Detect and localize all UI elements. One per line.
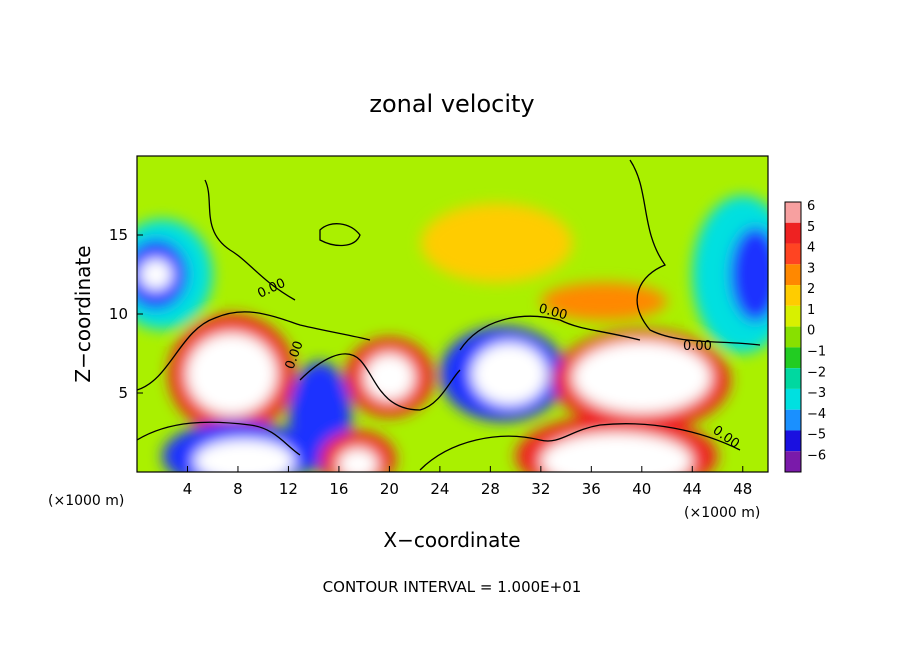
- colorbar-swatch-2: [785, 243, 801, 265]
- colorbar-tick-5: 1: [807, 303, 815, 318]
- colorbar-swatch-6: [785, 326, 801, 348]
- field-region-15: [572, 340, 712, 414]
- field-region-6: [540, 282, 668, 321]
- colorbar-tick-10: −4: [807, 407, 826, 422]
- colorbar-swatch-1: [785, 222, 801, 244]
- colorbar-tick-11: −5: [807, 428, 826, 443]
- colorbar-tick-1: 5: [807, 220, 815, 235]
- colorbar-tick-7: −1: [807, 345, 826, 360]
- colorbar-swatch-7: [785, 347, 801, 369]
- x-tick-label-0: 4: [183, 480, 193, 498]
- field-region-21: [540, 432, 693, 472]
- x-tick-label-3: 16: [329, 480, 348, 498]
- field-region-2: [139, 258, 173, 291]
- field-region-10: [364, 353, 415, 401]
- plot-area: [137, 156, 768, 472]
- x-tick-label-5: 24: [430, 480, 449, 498]
- x-tick-label-9: 40: [632, 480, 651, 498]
- y-tick-label-1: 10: [109, 305, 128, 323]
- colorbar-tick-9: −3: [807, 386, 826, 401]
- x-tick-label-10: 44: [683, 480, 702, 498]
- x-axis-label: X−coordinate: [383, 528, 520, 552]
- contour-line-6: [419, 423, 741, 471]
- chart-title: zonal velocity: [369, 90, 534, 118]
- field-region-13: [471, 342, 548, 406]
- colorbar-tick-0: 6: [807, 199, 815, 214]
- contour-interval-note: CONTOUR INTERVAL = 1.000E+01: [323, 578, 582, 596]
- colorbar-swatch-4: [785, 285, 801, 306]
- contour-label-3: 0.00: [683, 339, 712, 354]
- field-region-4: [730, 227, 768, 322]
- x-tick-label-7: 32: [531, 480, 550, 498]
- colorbar-swatch-8: [785, 368, 801, 389]
- contour-line-3: [629, 159, 761, 346]
- x-unit-left: (×1000 m): [48, 493, 124, 509]
- colorbar: 6 5 4 3 2 1 0 −1 −2 −3 −4 −5 −6: [784, 199, 826, 473]
- field-region-19: [337, 448, 379, 472]
- field-region-8: [186, 332, 278, 416]
- contour-line-2: [204, 179, 296, 301]
- field-region-5: [420, 203, 573, 283]
- x-tick-label-6: 28: [481, 480, 500, 498]
- x-tick-label-4: 20: [380, 480, 399, 498]
- colorbar-swatch-3: [785, 264, 801, 286]
- colorbar-swatch-12: [785, 451, 801, 472]
- colorbar-tick-8: −2: [807, 365, 826, 380]
- colorbar-swatch-9: [785, 388, 801, 410]
- contour-line-0: [137, 311, 371, 391]
- contour-line-7: [319, 223, 361, 247]
- colorbar-swatch-0: [785, 202, 801, 223]
- x-tick-label-2: 12: [279, 480, 298, 498]
- colorbar-swatch-10: [785, 409, 801, 431]
- colorbar-tick-6: 0: [807, 324, 815, 339]
- x-tick-label-11: 48: [733, 480, 752, 498]
- x-tick-label-1: 8: [233, 480, 243, 498]
- y-axis-label: Z−coordinate: [71, 245, 95, 382]
- colorbar-swatch-5: [785, 305, 801, 327]
- colorbar-frame: [784, 201, 802, 473]
- colorbar-tick-12: −6: [807, 448, 826, 463]
- colorbar-swatch-11: [785, 430, 801, 452]
- y-tick-label-0: 5: [118, 384, 128, 402]
- x-unit-right: (×1000 m): [684, 505, 760, 521]
- contour-line-5: [299, 353, 461, 411]
- contour-line-1: [137, 421, 301, 456]
- field-region-17: [193, 438, 295, 472]
- contour-line-4: [459, 315, 641, 351]
- colorbar-tick-2: 4: [807, 241, 815, 256]
- contour-label-2: 0.00: [537, 301, 569, 323]
- x-tick-label-8: 36: [582, 480, 601, 498]
- colorbar-tick-3: 3: [807, 261, 815, 276]
- colorbar-tick-4: 2: [807, 282, 815, 297]
- y-tick-label-2: 15: [109, 226, 128, 244]
